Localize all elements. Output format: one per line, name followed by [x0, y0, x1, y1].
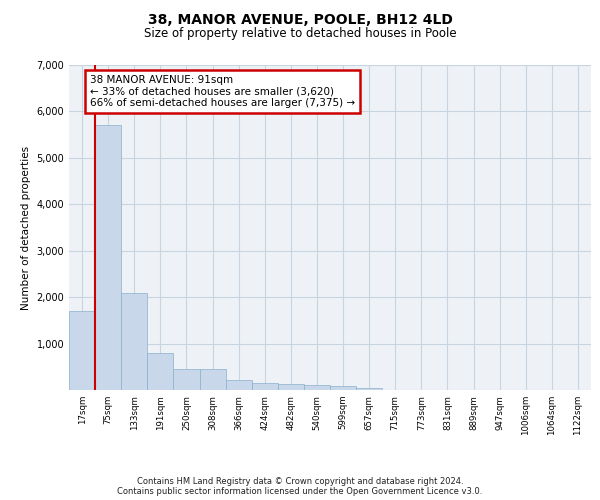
Text: Contains HM Land Registry data © Crown copyright and database right 2024.: Contains HM Land Registry data © Crown c… [137, 477, 463, 486]
Text: Size of property relative to detached houses in Poole: Size of property relative to detached ho… [143, 28, 457, 40]
Text: 38, MANOR AVENUE, POOLE, BH12 4LD: 38, MANOR AVENUE, POOLE, BH12 4LD [148, 12, 452, 26]
Bar [304, 385, 330, 390]
Bar [356, 388, 382, 390]
Y-axis label: Number of detached properties: Number of detached properties [21, 146, 31, 310]
Bar [121, 292, 148, 390]
Bar [278, 384, 304, 390]
Text: Contains public sector information licensed under the Open Government Licence v3: Contains public sector information licen… [118, 487, 482, 496]
Bar [148, 353, 173, 390]
Bar [330, 386, 356, 390]
Text: 38 MANOR AVENUE: 91sqm
← 33% of detached houses are smaller (3,620)
66% of semi-: 38 MANOR AVENUE: 91sqm ← 33% of detached… [90, 74, 355, 108]
Bar [226, 380, 252, 390]
Bar [173, 369, 199, 390]
Bar [69, 311, 95, 390]
Bar [199, 369, 226, 390]
Bar [95, 126, 121, 390]
Bar [252, 382, 278, 390]
